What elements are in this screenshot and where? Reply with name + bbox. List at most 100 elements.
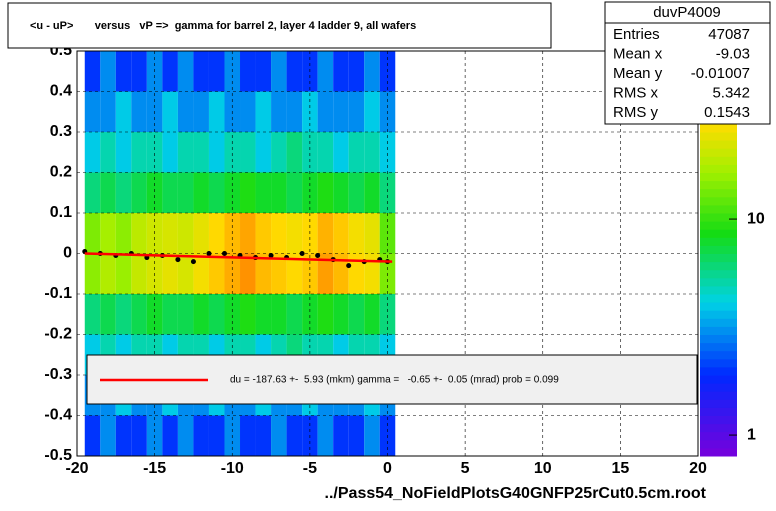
y-tick-label: 0.4 [50, 83, 72, 100]
heatmap-cell [255, 294, 272, 335]
heatmap-cell [317, 91, 334, 132]
heatmap-cell [348, 172, 365, 213]
colorbar-segment [700, 439, 737, 449]
heatmap-cell [162, 172, 178, 213]
heatmap-cell [240, 51, 256, 92]
heatmap-cell [100, 213, 116, 254]
heatmap-cell [177, 132, 194, 173]
heatmap-cell [115, 213, 132, 254]
heatmap-cell [162, 253, 178, 294]
heatmap-cell [348, 253, 365, 294]
heatmap-cell [348, 294, 365, 335]
stats-value: 47087 [708, 26, 750, 43]
x-tick-label: 0 [383, 460, 392, 477]
heatmap-cell [271, 132, 287, 173]
heatmap-cell [240, 415, 256, 456]
heatmap-cell [193, 91, 209, 132]
heatmap-cell [162, 213, 178, 254]
heatmap-cell [317, 294, 334, 335]
colorbar-segment [700, 269, 737, 279]
colorbar-segment [700, 148, 737, 157]
heatmap-cell [146, 132, 163, 173]
y-tick-label: -0.4 [44, 407, 72, 424]
heatmap-cell [100, 172, 116, 213]
heatmap-cell [271, 253, 287, 294]
heatmap-cell [364, 51, 380, 92]
heatmap-cell [115, 132, 132, 173]
stats-label: Mean y [613, 65, 663, 82]
heatmap-cell [364, 132, 380, 173]
heatmap-cell [333, 172, 349, 213]
y-tick-label: 0 [63, 245, 72, 262]
heatmap-cell [286, 91, 303, 132]
profile-point [206, 251, 212, 256]
heatmap-cell [115, 253, 132, 294]
y-tick-label: 0.1 [50, 204, 72, 221]
heatmap-cell [255, 91, 272, 132]
stats-value: -9.03 [716, 45, 750, 62]
colorbar-segment [700, 261, 737, 271]
chart-title: <u - uP> versus vP => gamma for barrel 2… [30, 20, 416, 32]
legend-text: du = -187.63 +- 5.93 (mkm) gamma = -0.65… [230, 375, 559, 386]
heatmap-cell [379, 172, 396, 213]
heatmap-cell [131, 91, 147, 132]
heatmap-cell [255, 253, 272, 294]
heatmap-cell [240, 91, 256, 132]
heatmap-cell [131, 172, 147, 213]
fit-line [84, 252, 393, 263]
stats-value: -0.01007 [691, 65, 750, 82]
heatmap-cell [208, 91, 225, 132]
colorbar-segment [700, 302, 737, 311]
heatmap-cell [193, 253, 209, 294]
heatmap-cell [100, 415, 116, 456]
x-tick-label: -20 [65, 460, 88, 477]
heatmap-cell [286, 415, 303, 456]
heatmap-cell [286, 294, 303, 335]
profile-point [190, 259, 196, 265]
colorbar-segment [700, 123, 737, 133]
heatmap-cell [177, 91, 194, 132]
heatmap-cell [131, 51, 147, 92]
heatmap-cell [162, 51, 178, 92]
heatmap-cell [271, 213, 287, 254]
colorbar-segment [700, 156, 737, 165]
y-tick-label: -0.1 [44, 285, 72, 302]
heatmap-cell [84, 415, 101, 456]
heatmap-cell [84, 213, 101, 254]
heatmap-cell [240, 294, 256, 335]
heatmap-cell [115, 91, 132, 132]
heatmap-cell [100, 294, 116, 335]
colorbar-segment [700, 221, 737, 230]
heatmap-cell [255, 172, 272, 213]
colorbar-segment [700, 366, 737, 376]
heatmap-cell [333, 213, 349, 254]
heatmap-cell [348, 213, 365, 254]
profile-point [346, 263, 352, 269]
heatmap-cell [193, 132, 209, 173]
heatmap-cell [162, 132, 178, 173]
profile-point [221, 251, 227, 256]
colorbar-segment [700, 334, 737, 344]
heatmap-cell [364, 172, 380, 213]
heatmap-cell [208, 294, 225, 335]
heatmap-cell [240, 213, 256, 254]
heatmap-cell [364, 91, 380, 132]
heatmap-cell [302, 132, 318, 173]
heatmap-cell [162, 415, 178, 456]
heatmap-cell [131, 213, 147, 254]
heatmap-cell [193, 213, 209, 254]
colorbar-segment [700, 407, 737, 416]
heatmap-cell [208, 213, 225, 254]
colorbar-segment [700, 358, 737, 368]
heatmap-cell [240, 132, 256, 173]
heatmap-cell [115, 415, 132, 456]
colorbar-segment [700, 277, 737, 287]
heatmap-cell [364, 415, 380, 456]
y-tick-label: 0.2 [50, 164, 72, 181]
heatmap-cell [317, 213, 334, 254]
stats-label: Mean x [613, 45, 663, 62]
heatmap-cell [333, 51, 349, 92]
heatmap-cell [84, 91, 101, 132]
heatmap-cell [193, 51, 209, 92]
heatmap-cell [348, 132, 365, 173]
